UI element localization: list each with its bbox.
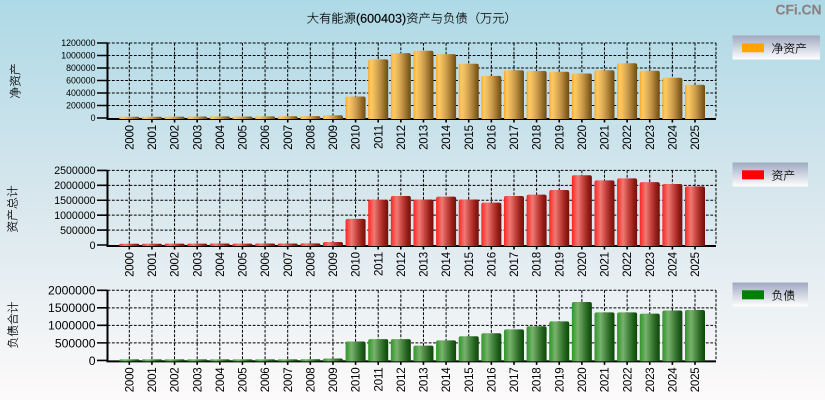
svg-text:600000: 600000: [66, 76, 95, 86]
svg-text:2000: 2000: [124, 368, 136, 393]
svg-text:1000000: 1000000: [48, 319, 96, 333]
svg-text:2013: 2013: [419, 368, 431, 393]
svg-text:2000: 2000: [124, 252, 136, 277]
svg-text:1000000: 1000000: [54, 210, 95, 222]
svg-text:2019: 2019: [554, 252, 566, 277]
svg-text:2003: 2003: [192, 368, 204, 393]
svg-text:2022: 2022: [622, 367, 634, 392]
svg-text:2022: 2022: [622, 125, 634, 150]
svg-text:2000000: 2000000: [54, 180, 95, 192]
svg-text:2024: 2024: [668, 367, 680, 393]
svg-text:0: 0: [90, 240, 96, 252]
svg-text:1500000: 1500000: [48, 301, 96, 315]
svg-text:200000: 200000: [66, 101, 95, 111]
svg-text:2020: 2020: [577, 367, 589, 392]
svg-text:2007: 2007: [283, 252, 295, 277]
svg-text:2010: 2010: [351, 252, 363, 277]
svg-text:2004: 2004: [215, 124, 227, 150]
svg-text:2006: 2006: [260, 252, 272, 277]
svg-text:2015: 2015: [464, 125, 476, 150]
svg-text:2000000: 2000000: [48, 284, 96, 298]
svg-text:2002: 2002: [170, 125, 182, 150]
svg-text:2000: 2000: [124, 125, 136, 150]
svg-text:2002: 2002: [170, 368, 182, 393]
svg-text:2021: 2021: [600, 125, 612, 150]
svg-text:2024: 2024: [668, 124, 680, 150]
svg-text:2014: 2014: [441, 124, 453, 150]
svg-text:2018: 2018: [532, 125, 544, 150]
svg-text:2001: 2001: [147, 252, 159, 277]
svg-text:2011: 2011: [373, 252, 385, 276]
svg-text:2019: 2019: [554, 125, 566, 150]
svg-text:2008: 2008: [305, 125, 317, 150]
svg-text:800000: 800000: [66, 63, 95, 73]
svg-text:2020: 2020: [577, 252, 589, 277]
svg-text:2008: 2008: [305, 368, 317, 393]
svg-text:2013: 2013: [419, 125, 431, 150]
svg-text:2017: 2017: [509, 125, 521, 150]
svg-text:2008: 2008: [305, 252, 317, 277]
svg-text:2009: 2009: [328, 125, 340, 150]
svg-text:500000: 500000: [60, 225, 95, 237]
svg-text:2016: 2016: [486, 368, 498, 393]
svg-text:2007: 2007: [283, 368, 295, 393]
svg-text:2004: 2004: [215, 251, 227, 277]
svg-text:2022: 2022: [622, 252, 634, 277]
svg-text:2001: 2001: [147, 368, 159, 393]
svg-text:2016: 2016: [486, 125, 498, 150]
svg-text:2017: 2017: [509, 367, 521, 392]
svg-text:2021: 2021: [600, 367, 612, 392]
svg-text:2025: 2025: [690, 252, 702, 277]
svg-text:2005: 2005: [238, 125, 250, 150]
svg-text:2020: 2020: [577, 125, 589, 150]
svg-text:2004: 2004: [215, 367, 227, 393]
svg-text:1200000: 1200000: [61, 38, 95, 48]
svg-text:2015: 2015: [464, 252, 476, 277]
svg-text:2006: 2006: [260, 368, 272, 393]
svg-text:2021: 2021: [600, 252, 612, 277]
svg-text:2005: 2005: [238, 252, 250, 277]
svg-text:2006: 2006: [260, 125, 272, 150]
svg-text:2012: 2012: [396, 125, 408, 150]
svg-text:2012: 2012: [396, 252, 408, 277]
svg-text:2005: 2005: [238, 368, 250, 393]
svg-text:2013: 2013: [419, 252, 431, 277]
svg-text:1000000: 1000000: [61, 51, 95, 61]
svg-text:2023: 2023: [645, 252, 657, 277]
svg-text:2002: 2002: [170, 252, 182, 277]
svg-text:500000: 500000: [55, 336, 96, 350]
svg-text:2023: 2023: [645, 367, 657, 392]
svg-text:2014: 2014: [441, 367, 453, 393]
svg-text:2500000: 2500000: [54, 165, 95, 177]
svg-text:2001: 2001: [147, 125, 159, 150]
svg-text:2025: 2025: [690, 125, 702, 150]
svg-text:2012: 2012: [396, 368, 408, 393]
svg-text:2018: 2018: [532, 367, 544, 392]
svg-text:2019: 2019: [554, 367, 566, 392]
svg-text:2018: 2018: [532, 252, 544, 277]
svg-text:0: 0: [89, 354, 96, 368]
svg-text:0: 0: [91, 113, 96, 123]
svg-text:2015: 2015: [464, 368, 476, 393]
svg-text:2009: 2009: [328, 252, 340, 277]
svg-text:2017: 2017: [509, 252, 521, 277]
svg-text:2011: 2011: [373, 368, 385, 392]
svg-text:400000: 400000: [66, 88, 95, 98]
svg-text:2003: 2003: [192, 125, 204, 150]
svg-text:2011: 2011: [373, 125, 385, 149]
svg-text:2010: 2010: [351, 368, 363, 393]
svg-text:2025: 2025: [690, 367, 702, 392]
svg-text:2003: 2003: [192, 252, 204, 277]
svg-text:2010: 2010: [351, 125, 363, 150]
svg-text:2016: 2016: [486, 252, 498, 277]
svg-text:2014: 2014: [441, 251, 453, 277]
svg-text:2009: 2009: [328, 368, 340, 393]
svg-text:2023: 2023: [645, 125, 657, 150]
svg-text:2024: 2024: [668, 251, 680, 277]
svg-text:1500000: 1500000: [54, 195, 95, 207]
svg-text:2007: 2007: [283, 125, 295, 150]
